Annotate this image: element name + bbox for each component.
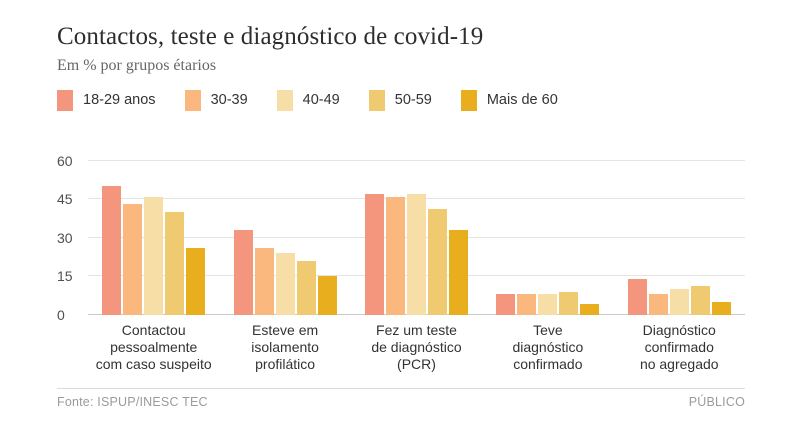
bar: [275, 253, 295, 315]
bar-cluster: [627, 161, 731, 315]
legend-item: 18-29 anos: [57, 89, 156, 111]
footer: Fonte: ISPUP/INESC TEC PÚBLICO: [57, 395, 745, 409]
legend-item: 50-59: [368, 89, 432, 111]
bar: [296, 260, 316, 315]
y-axis: 0 15 30 45 60: [57, 154, 88, 322]
bar: [123, 204, 143, 315]
legend-swatch: [276, 89, 293, 111]
category-label: Diagnóstico confirmado no agregado: [639, 321, 719, 372]
bar: [364, 194, 384, 315]
bar: [711, 301, 731, 315]
bar: [580, 304, 600, 315]
bar-cluster: [496, 161, 600, 315]
footer-divider: [57, 387, 745, 389]
bar-cluster: [102, 161, 206, 315]
legend-swatch: [57, 89, 73, 111]
bar: [233, 230, 253, 315]
y-tick-label: 30: [57, 229, 73, 246]
bar: [144, 196, 164, 315]
y-tick-label: 15: [57, 268, 73, 285]
bar: [427, 209, 447, 315]
bar: [496, 294, 516, 315]
bar-chart: 0 15 30 45 60: [57, 154, 745, 322]
bar-cluster: [233, 161, 337, 315]
legend-label: 30-39: [210, 92, 248, 109]
bar: [385, 196, 405, 315]
bar: [186, 247, 206, 315]
bar-cluster: [364, 161, 468, 315]
y-tick-label: 45: [57, 191, 73, 208]
bar: [448, 230, 468, 315]
legend-swatch: [460, 89, 477, 111]
bar-group: [482, 161, 613, 315]
category-label: Fez um teste de diagnóstico (PCR): [371, 321, 462, 372]
bar: [648, 294, 668, 315]
legend-label: 50-59: [394, 92, 432, 109]
bar: [559, 291, 579, 315]
category-label: Esteve em isolamento profilático: [251, 321, 319, 372]
bar: [517, 294, 537, 315]
chart-title: Contactos, teste e diagnóstico de covid-…: [57, 23, 484, 50]
bar-group: [351, 161, 482, 315]
bar: [102, 186, 122, 315]
legend-swatch: [368, 89, 385, 111]
legend-item: Mais de 60: [460, 89, 558, 111]
plot-area: [88, 159, 745, 315]
chart-subtitle: Em % por grupos étarios: [57, 56, 217, 74]
bar-group: [219, 161, 350, 315]
legend-label: Mais de 60: [486, 92, 558, 109]
bar: [406, 194, 426, 315]
bar: [317, 276, 337, 315]
legend-item: 30-39: [184, 89, 248, 111]
bar: [538, 294, 558, 315]
bar: [690, 286, 710, 315]
y-tick-label: 0: [57, 306, 65, 323]
bar-group: [88, 161, 219, 315]
bar-group: [614, 161, 745, 315]
category-label: Contactou pessoalmente com caso suspeito: [95, 321, 212, 372]
bar: [627, 278, 647, 315]
legend-item: 40-49: [276, 89, 340, 111]
legend-label: 18-29 anos: [83, 92, 156, 109]
bar: [165, 212, 185, 315]
legend-swatch: [184, 89, 201, 111]
bar: [254, 247, 274, 315]
y-tick-label: 60: [57, 152, 73, 169]
brand-label: PÚBLICO: [688, 394, 745, 409]
bar: [669, 289, 689, 315]
gridline: [88, 159, 745, 161]
x-axis-labels: Contactou pessoalmente com caso suspeito Es…: [88, 322, 745, 373]
legend: 18-29 anos 30-39 40-49 50-59 Mais de 60: [57, 89, 745, 111]
source-credit: Fonte: ISPUP/INESC TEC: [57, 394, 208, 409]
legend-label: 40-49: [302, 92, 340, 109]
bar-groups: [88, 161, 745, 315]
category-label: Teve diagnóstico confirmado: [512, 321, 584, 372]
